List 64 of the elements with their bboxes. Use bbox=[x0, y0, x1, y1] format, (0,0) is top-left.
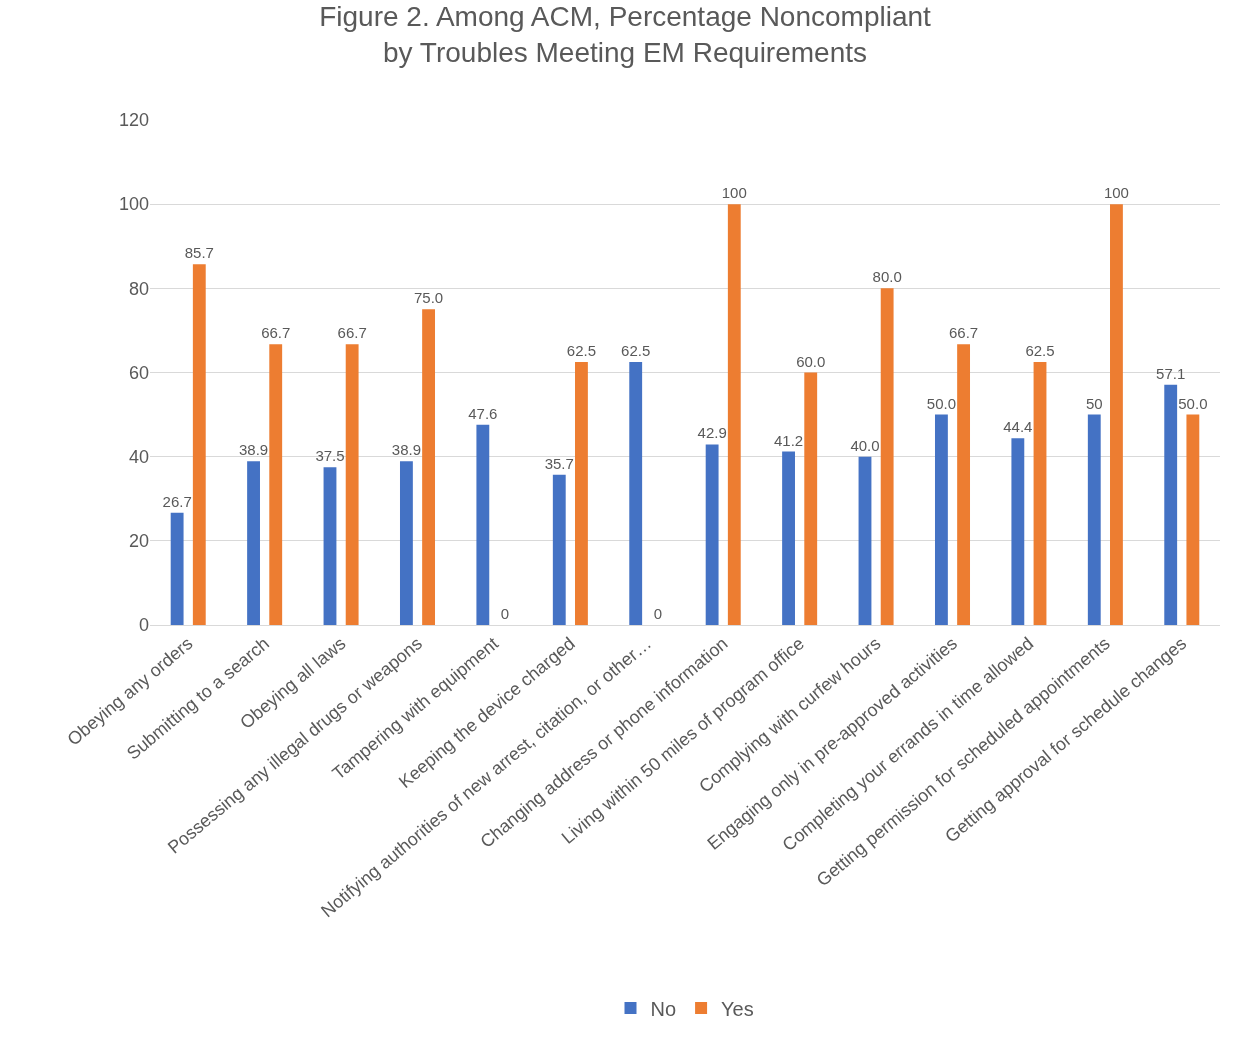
data-label: 66.7 bbox=[948, 324, 979, 342]
bar bbox=[170, 512, 184, 625]
bar bbox=[422, 309, 436, 625]
bar bbox=[1011, 438, 1025, 625]
data-label: 80.0 bbox=[872, 268, 902, 286]
y-tick-label: 40 bbox=[128, 446, 149, 467]
data-label: 41.2 bbox=[773, 431, 804, 449]
y-tick-label: 60 bbox=[128, 362, 149, 383]
bar bbox=[957, 344, 971, 625]
data-label: 100 bbox=[721, 184, 747, 202]
data-label: 60.0 bbox=[796, 352, 826, 370]
data-label: 38.9 bbox=[391, 441, 422, 459]
data-label: 42.9 bbox=[697, 424, 727, 442]
bar bbox=[192, 264, 206, 625]
bar bbox=[858, 456, 872, 625]
data-label: 37.5 bbox=[315, 447, 345, 465]
bar bbox=[727, 204, 741, 625]
bar bbox=[476, 424, 490, 625]
bar bbox=[934, 414, 948, 625]
data-label: 0 bbox=[500, 605, 510, 622]
bar bbox=[1087, 414, 1101, 625]
legend-label: Yes bbox=[721, 997, 754, 1020]
bar bbox=[782, 451, 795, 625]
data-label: 50.0 bbox=[1178, 394, 1208, 412]
data-label: 35.7 bbox=[544, 454, 574, 472]
bar bbox=[1186, 414, 1200, 625]
y-tick-label: 0 bbox=[138, 615, 149, 636]
data-label: 0 bbox=[653, 605, 663, 622]
bar bbox=[1033, 361, 1047, 625]
bar bbox=[399, 461, 413, 625]
bar bbox=[705, 444, 719, 625]
data-label: 66.7 bbox=[261, 324, 291, 342]
data-label: 57.1 bbox=[1156, 364, 1186, 382]
data-label: 66.7 bbox=[337, 324, 367, 342]
data-label: 50 bbox=[1085, 394, 1103, 412]
bar bbox=[1164, 384, 1178, 625]
legend-label: No bbox=[650, 997, 677, 1020]
data-label: 62.5 bbox=[1025, 341, 1055, 359]
data-label: 40.0 bbox=[850, 436, 880, 454]
bar bbox=[1110, 204, 1123, 625]
data-label: 50.0 bbox=[926, 394, 957, 412]
bar bbox=[552, 474, 566, 625]
bar bbox=[345, 344, 359, 625]
bar bbox=[575, 361, 588, 625]
bar bbox=[880, 288, 894, 625]
data-label: 38.9 bbox=[238, 441, 269, 459]
data-label: 26.7 bbox=[162, 492, 192, 510]
data-label: 62.5 bbox=[566, 341, 597, 359]
bar bbox=[323, 467, 337, 625]
data-label: 75.0 bbox=[413, 289, 444, 307]
y-tick-label: 120 bbox=[118, 110, 149, 131]
data-label: 47.6 bbox=[468, 404, 498, 422]
bar bbox=[629, 361, 643, 625]
data-label: 85.7 bbox=[184, 244, 214, 262]
data-label: 44.4 bbox=[1003, 418, 1033, 436]
y-tick-label: 100 bbox=[118, 194, 149, 215]
bar bbox=[269, 344, 283, 625]
data-label: 62.5 bbox=[621, 341, 651, 359]
y-tick-label: 80 bbox=[128, 278, 149, 299]
chart-title: Figure 2. Among ACM, Percentage Noncompliant by Troubles Meeting EM Requirements bbox=[319, 1, 932, 69]
data-label: 100 bbox=[1103, 184, 1129, 202]
bar bbox=[247, 461, 260, 625]
y-tick-label: 20 bbox=[128, 531, 149, 552]
bar bbox=[804, 372, 818, 625]
